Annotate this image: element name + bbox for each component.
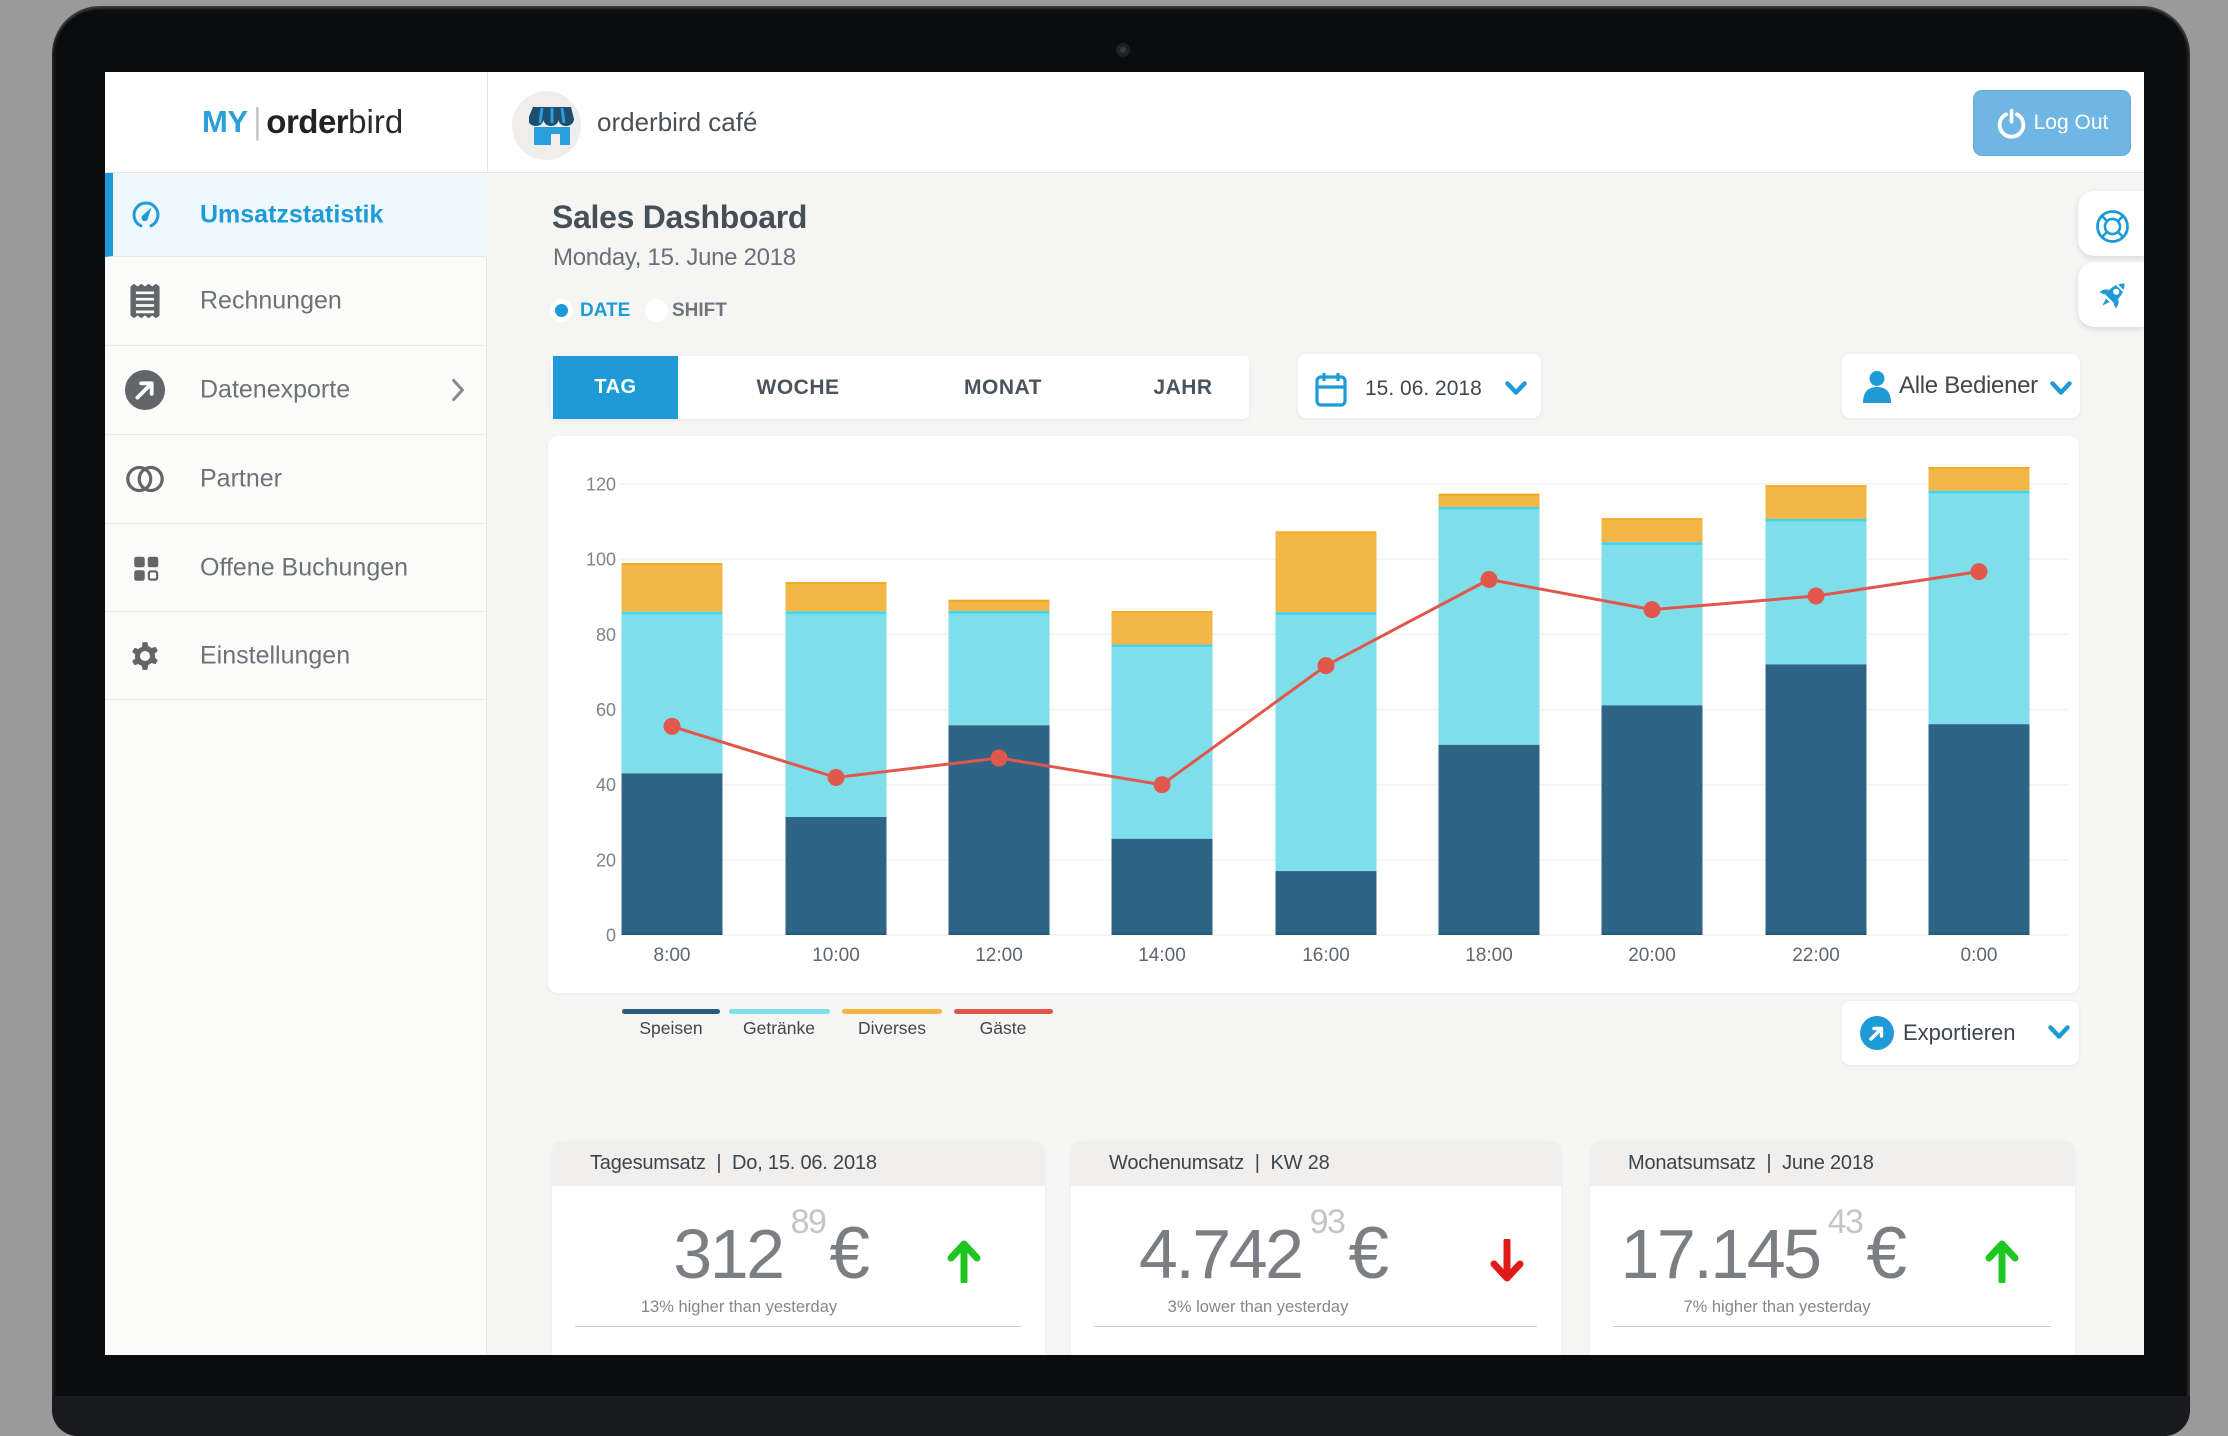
svg-text:0: 0 — [606, 926, 616, 946]
svg-text:14:00: 14:00 — [1138, 945, 1186, 966]
svg-text:0:00: 0:00 — [1961, 945, 1998, 966]
svg-text:18:00: 18:00 — [1465, 945, 1513, 966]
svg-text:120: 120 — [586, 475, 616, 495]
svg-text:22:00: 22:00 — [1792, 945, 1840, 966]
svg-text:8:00: 8:00 — [654, 945, 691, 966]
svg-text:20:00: 20:00 — [1628, 945, 1676, 966]
svg-text:16:00: 16:00 — [1302, 945, 1350, 966]
svg-text:20: 20 — [596, 850, 616, 870]
svg-text:80: 80 — [596, 625, 616, 645]
svg-text:40: 40 — [596, 775, 616, 795]
svg-text:60: 60 — [596, 700, 616, 720]
svg-text:12:00: 12:00 — [975, 945, 1023, 966]
svg-text:100: 100 — [586, 550, 616, 570]
svg-text:10:00: 10:00 — [812, 945, 860, 966]
